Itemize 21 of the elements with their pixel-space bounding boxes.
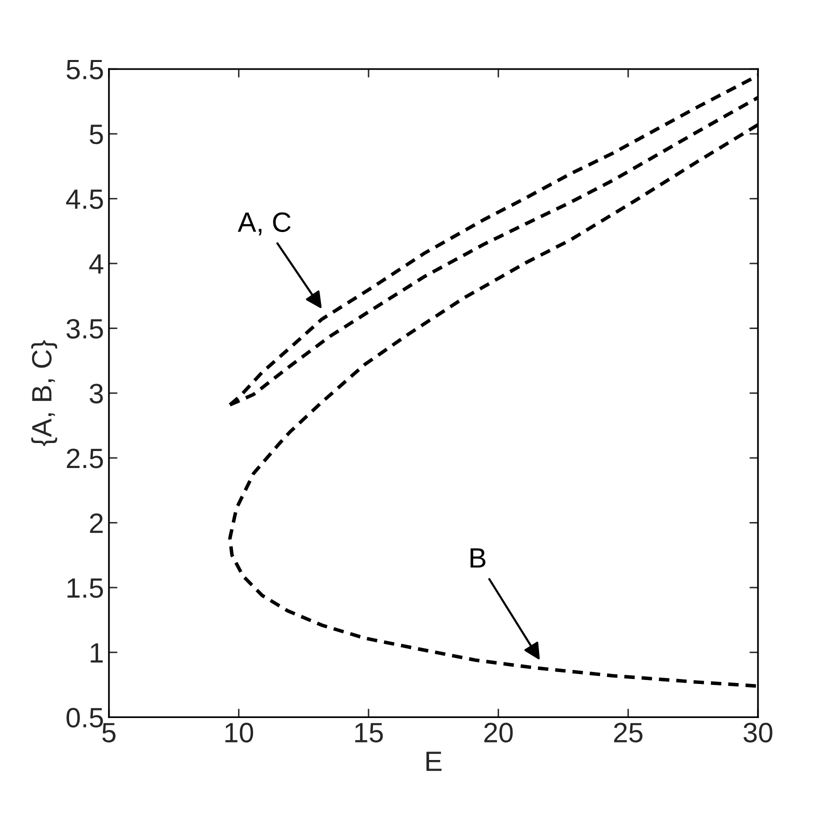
x-tick-label: 5 [102,723,116,742]
annotation: A, C [238,212,291,236]
x-tick-label: 30 [744,722,772,742]
y-tick-label: 3 [90,384,103,404]
y-axis-title: {A, B, C} [31,340,58,446]
y-tick-label: 4.5 [66,190,103,210]
y-tick-label: 4 [89,254,104,274]
x-tick-label: 25 [614,722,642,742]
x-tick-label: 15 [355,723,383,742]
y-tick-label: 1 [90,643,103,662]
y-tick-label: 3.5 [66,318,103,339]
y-tick-label: 2.5 [66,448,103,468]
y-tick-label: 5.5 [66,60,103,80]
y-tick-label: 5 [90,124,103,144]
x-tick-label: 10 [225,722,254,742]
y-tick-label: 1.5 [68,578,103,598]
x-axis-title: E [426,752,442,771]
y-tick-label: 2 [90,513,103,533]
annotation: B [470,548,486,568]
y-tick-label: 0.5 [66,708,103,728]
x-tick-label: 20 [484,722,513,742]
